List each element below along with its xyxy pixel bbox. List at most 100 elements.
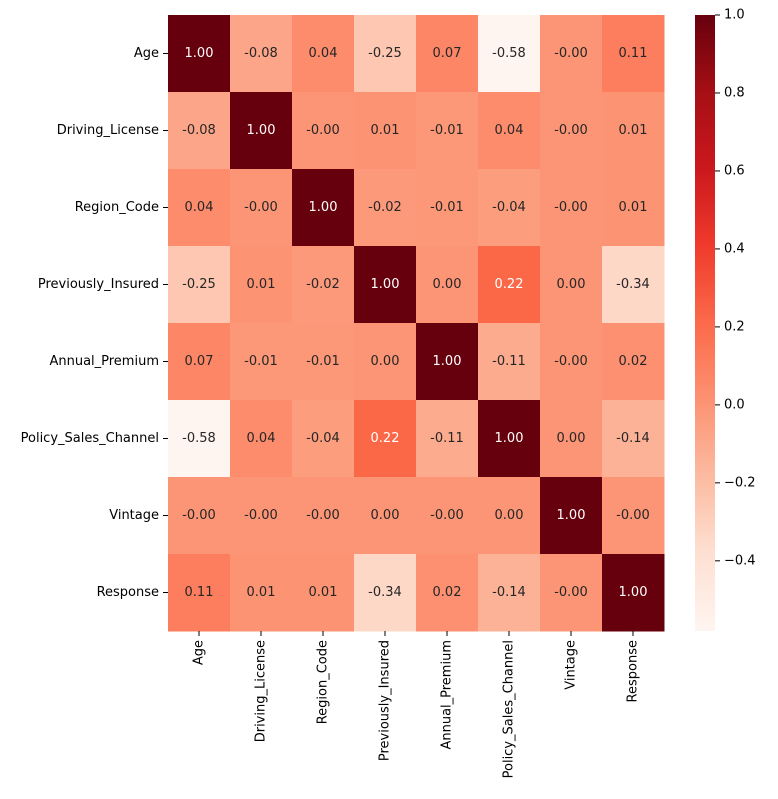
- cell-value-label: 0.04: [247, 431, 276, 446]
- cell-value-label: -0.04: [492, 200, 526, 215]
- y-tick-label: Age: [134, 46, 159, 61]
- heatmap-cell: [292, 15, 355, 93]
- heatmap-cell: [602, 323, 665, 401]
- heatmap-cell: [478, 246, 541, 324]
- cell-value-label: 1.00: [309, 200, 338, 215]
- heatmap-cells: 1.00 -0.08 0.04 -0.25 0.07 -0.58 -0.00 0.11 -0.0…: [168, 15, 665, 632]
- cell-value-label: -0.00: [244, 508, 278, 523]
- heatmap-cell: [540, 554, 603, 632]
- x-tick-label: Vintage: [564, 640, 579, 690]
- heatmap-cell: [478, 477, 541, 555]
- cell-value-label: -0.14: [492, 585, 526, 600]
- colorbar-tick-label: 0.4: [724, 241, 745, 256]
- y-tick-label: Previously_Insured: [38, 277, 159, 292]
- cell-value-label: 0.04: [495, 123, 524, 138]
- colorbar-tick-label: 0.2: [724, 319, 745, 334]
- heatmap-cell: [168, 323, 231, 401]
- cell-value-label: -0.11: [492, 354, 526, 369]
- y-tick-label: Driving_License: [57, 123, 159, 138]
- cell-value-label: 0.00: [371, 354, 400, 369]
- cell-value-label: -0.01: [430, 123, 464, 138]
- heatmap-cell: [602, 554, 665, 632]
- heatmap-cell: [230, 169, 293, 247]
- heatmap-cell: [168, 246, 231, 324]
- cell-value-label: -0.01: [244, 354, 278, 369]
- heatmap-cell: [292, 92, 355, 170]
- heatmap-cell: [230, 400, 293, 478]
- x-tick-label: Response: [626, 640, 641, 702]
- heatmap-cell: [478, 92, 541, 170]
- heatmap-cell: [230, 246, 293, 324]
- cell-value-label: 0.00: [557, 431, 586, 446]
- heatmap-cell: [602, 169, 665, 247]
- heatmap-cell: [292, 554, 355, 632]
- heatmap-cell: [292, 323, 355, 401]
- cell-value-label: 0.01: [619, 123, 648, 138]
- colorbar-tick-label: 0.6: [724, 163, 745, 178]
- cell-value-label: -0.02: [368, 200, 402, 215]
- cell-value-label: 0.07: [433, 46, 462, 61]
- heatmap-cell: [168, 15, 231, 93]
- heatmap-cell: [354, 554, 417, 632]
- cell-value-label: 0.11: [619, 46, 648, 61]
- heatmap-cell: [602, 400, 665, 478]
- heatmap-cell: [230, 554, 293, 632]
- cell-value-label: 0.04: [185, 200, 214, 215]
- heatmap-cell: [540, 246, 603, 324]
- heatmap-cell: [478, 323, 541, 401]
- heatmap-cell: [602, 477, 665, 555]
- cell-value-label: -0.01: [306, 354, 340, 369]
- y-tick-label: Response: [97, 585, 159, 600]
- cell-value-label: 0.22: [495, 277, 524, 292]
- x-axis-labels: Age Driving_License Region_Code Previously_…: [192, 631, 641, 778]
- cell-value-label: 1.00: [619, 585, 648, 600]
- cell-value-label: 0.07: [185, 354, 214, 369]
- heatmap-cell: [292, 246, 355, 324]
- cell-value-label: 0.01: [619, 200, 648, 215]
- cell-value-label: 1.00: [371, 277, 400, 292]
- y-axis-labels: Age Driving_License Region_Code Previously_…: [21, 46, 168, 600]
- heatmap-cell: [354, 477, 417, 555]
- heatmap-cell: [602, 246, 665, 324]
- heatmap-cell: [230, 15, 293, 93]
- y-tick-label: Annual_Premium: [49, 354, 159, 369]
- cell-value-label: -0.00: [306, 508, 340, 523]
- heatmap-cell: [416, 92, 479, 170]
- x-tick-label: Region_Code: [316, 640, 331, 724]
- heatmap-cell: [292, 169, 355, 247]
- heatmap-cell: [540, 15, 603, 93]
- heatmap-cell: [168, 400, 231, 478]
- cell-value-label: -0.00: [554, 123, 588, 138]
- heatmap-cell: [478, 169, 541, 247]
- cell-value-label: -0.58: [492, 46, 526, 61]
- cell-value-label: -0.00: [554, 354, 588, 369]
- cell-value-label: 1.00: [247, 123, 276, 138]
- cell-value-label: -0.00: [554, 200, 588, 215]
- colorbar-gradient: [695, 15, 715, 631]
- heatmap-cell: [540, 400, 603, 478]
- cell-value-label: -0.34: [616, 277, 650, 292]
- cell-value-label: 0.00: [495, 508, 524, 523]
- heatmap-cell: [354, 246, 417, 324]
- cell-value-label: -0.00: [430, 508, 464, 523]
- colorbar-tick-label: −0.2: [724, 475, 756, 490]
- cell-value-label: 1.00: [433, 354, 462, 369]
- heatmap-cell: [416, 323, 479, 401]
- cell-value-label: -0.02: [306, 277, 340, 292]
- heatmap-cell: [602, 15, 665, 93]
- heatmap-cell: [354, 169, 417, 247]
- cell-value-label: 0.01: [309, 585, 338, 600]
- cell-value-label: -0.00: [554, 46, 588, 61]
- cell-value-label: -0.58: [182, 431, 216, 446]
- x-tick-label: Age: [192, 640, 207, 665]
- heatmap-cell: [602, 92, 665, 170]
- cell-value-label: 0.22: [371, 431, 400, 446]
- heatmap-cell: [416, 400, 479, 478]
- cell-value-label: -0.08: [244, 46, 278, 61]
- heatmap-cell: [354, 15, 417, 93]
- cell-value-label: -0.00: [616, 508, 650, 523]
- heatmap-cell: [478, 554, 541, 632]
- y-tick-label: Vintage: [109, 508, 159, 523]
- cell-value-label: -0.25: [182, 277, 216, 292]
